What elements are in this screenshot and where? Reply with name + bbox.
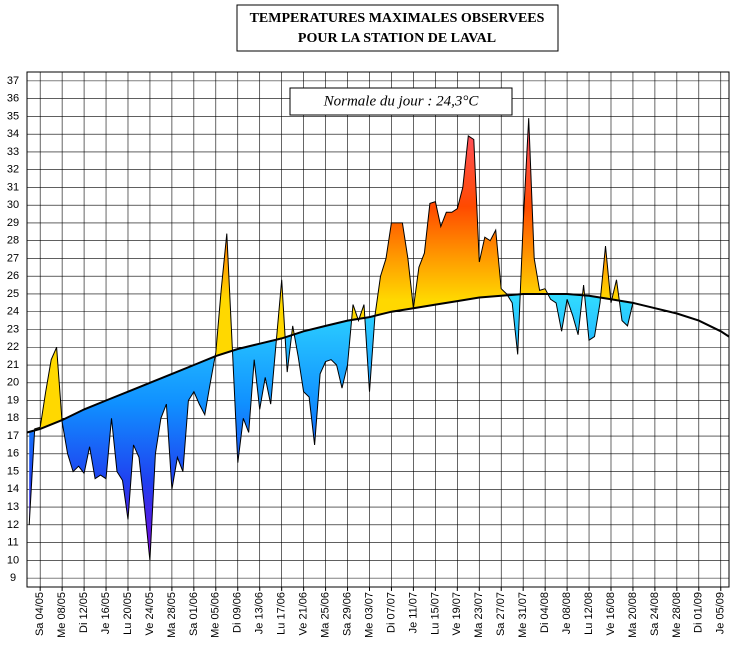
annotation: Normale du jour : 24,3°C bbox=[323, 93, 480, 109]
y-tick-label: 28 bbox=[7, 235, 19, 247]
area-below-normal bbox=[29, 294, 633, 561]
x-tick-label: Me 03/07 bbox=[363, 592, 375, 638]
x-tick-label: Sa 24/08 bbox=[649, 592, 661, 636]
y-tick-label: 18 bbox=[7, 412, 19, 424]
x-tick-label: Ve 21/06 bbox=[298, 592, 310, 635]
x-tick-label: Lu 17/06 bbox=[276, 592, 288, 635]
x-tick-label: Sa 04/05 bbox=[34, 592, 46, 636]
x-tick-label: Di 04/08 bbox=[539, 592, 551, 633]
y-tick-label: 17 bbox=[7, 430, 19, 442]
x-tick-label: Ve 24/05 bbox=[144, 592, 156, 635]
x-tick-label: Lu 20/05 bbox=[122, 592, 134, 635]
y-tick-label: 22 bbox=[7, 341, 19, 353]
x-tick-label: Me 28/08 bbox=[671, 592, 683, 638]
x-tick-label: Je 16/05 bbox=[100, 592, 112, 634]
y-tick-label: 36 bbox=[7, 93, 19, 105]
plot-area bbox=[26, 71, 730, 588]
y-tick-label: 31 bbox=[7, 181, 19, 193]
y-tick-label: 26 bbox=[7, 270, 19, 282]
y-tick-label: 23 bbox=[7, 323, 19, 335]
y-tick-label: 27 bbox=[7, 252, 19, 264]
y-tick-label: 37 bbox=[7, 75, 19, 87]
normal-line bbox=[26, 293, 730, 434]
x-tick-label: Di 07/07 bbox=[385, 592, 397, 633]
x-tick-label: Di 09/06 bbox=[232, 592, 244, 633]
x-tick-label: Lu 15/07 bbox=[429, 592, 441, 635]
x-tick-label: Ma 25/06 bbox=[319, 592, 331, 638]
x-tick-label: Je 13/06 bbox=[254, 592, 266, 634]
x-tick-label: Je 11/07 bbox=[407, 592, 419, 633]
y-tick-label: 12 bbox=[7, 519, 19, 531]
y-tick-label: 13 bbox=[7, 501, 19, 513]
y-tick-label: 11 bbox=[7, 537, 18, 549]
x-tick-label: Sa 01/06 bbox=[188, 592, 200, 636]
x-tick-label: Ve 16/08 bbox=[605, 592, 617, 635]
y-tick-label: 9 bbox=[10, 572, 16, 584]
x-tick-label: Di 12/05 bbox=[78, 592, 90, 633]
y-tick-label: 16 bbox=[7, 448, 19, 460]
plot-frame bbox=[26, 71, 730, 588]
y-tick-label: 33 bbox=[7, 146, 19, 158]
y-tick-label: 25 bbox=[7, 288, 19, 300]
x-tick-label: Lu 12/08 bbox=[583, 592, 595, 635]
y-tick-label: 24 bbox=[7, 306, 19, 318]
y-tick-label: 20 bbox=[7, 377, 19, 389]
y-tick-label: 30 bbox=[7, 199, 19, 211]
chart-title: TEMPERATURES MAXIMALES OBSERVEES bbox=[250, 11, 545, 26]
y-tick-label: 32 bbox=[7, 164, 19, 176]
title-box bbox=[236, 4, 559, 52]
x-tick-label: Sa 27/07 bbox=[495, 592, 507, 636]
x-tick-label: Me 31/07 bbox=[517, 592, 529, 638]
x-tick-label: Ma 23/07 bbox=[473, 592, 485, 638]
x-tick-label: Je 05/09 bbox=[715, 592, 727, 634]
y-tick-label: 21 bbox=[7, 359, 19, 371]
x-tick-label: Sa 29/06 bbox=[341, 592, 353, 636]
chart-title: POUR LA STATION DE LAVAL bbox=[298, 31, 496, 46]
y-tick-label: 34 bbox=[7, 128, 19, 140]
y-tick-label: 19 bbox=[7, 394, 19, 406]
x-tick-label: Je 08/08 bbox=[561, 592, 573, 634]
y-tick-label: 29 bbox=[7, 217, 19, 229]
x-tick-label: Me 08/05 bbox=[56, 592, 68, 638]
y-tick-label: 15 bbox=[7, 465, 19, 477]
observed-line bbox=[28, 118, 634, 561]
x-tick-label: Ve 19/07 bbox=[451, 592, 463, 635]
y-tick-label: 14 bbox=[7, 483, 19, 495]
annotation-box bbox=[289, 87, 513, 116]
y-tick-label: 10 bbox=[7, 554, 19, 566]
x-tick-label: Di 01/09 bbox=[693, 592, 705, 633]
x-tick-label: Me 05/06 bbox=[210, 592, 222, 638]
x-tick-label: Ma 28/05 bbox=[166, 592, 178, 638]
y-tick-label: 35 bbox=[7, 110, 19, 122]
x-tick-label: Ma 20/08 bbox=[627, 592, 639, 638]
